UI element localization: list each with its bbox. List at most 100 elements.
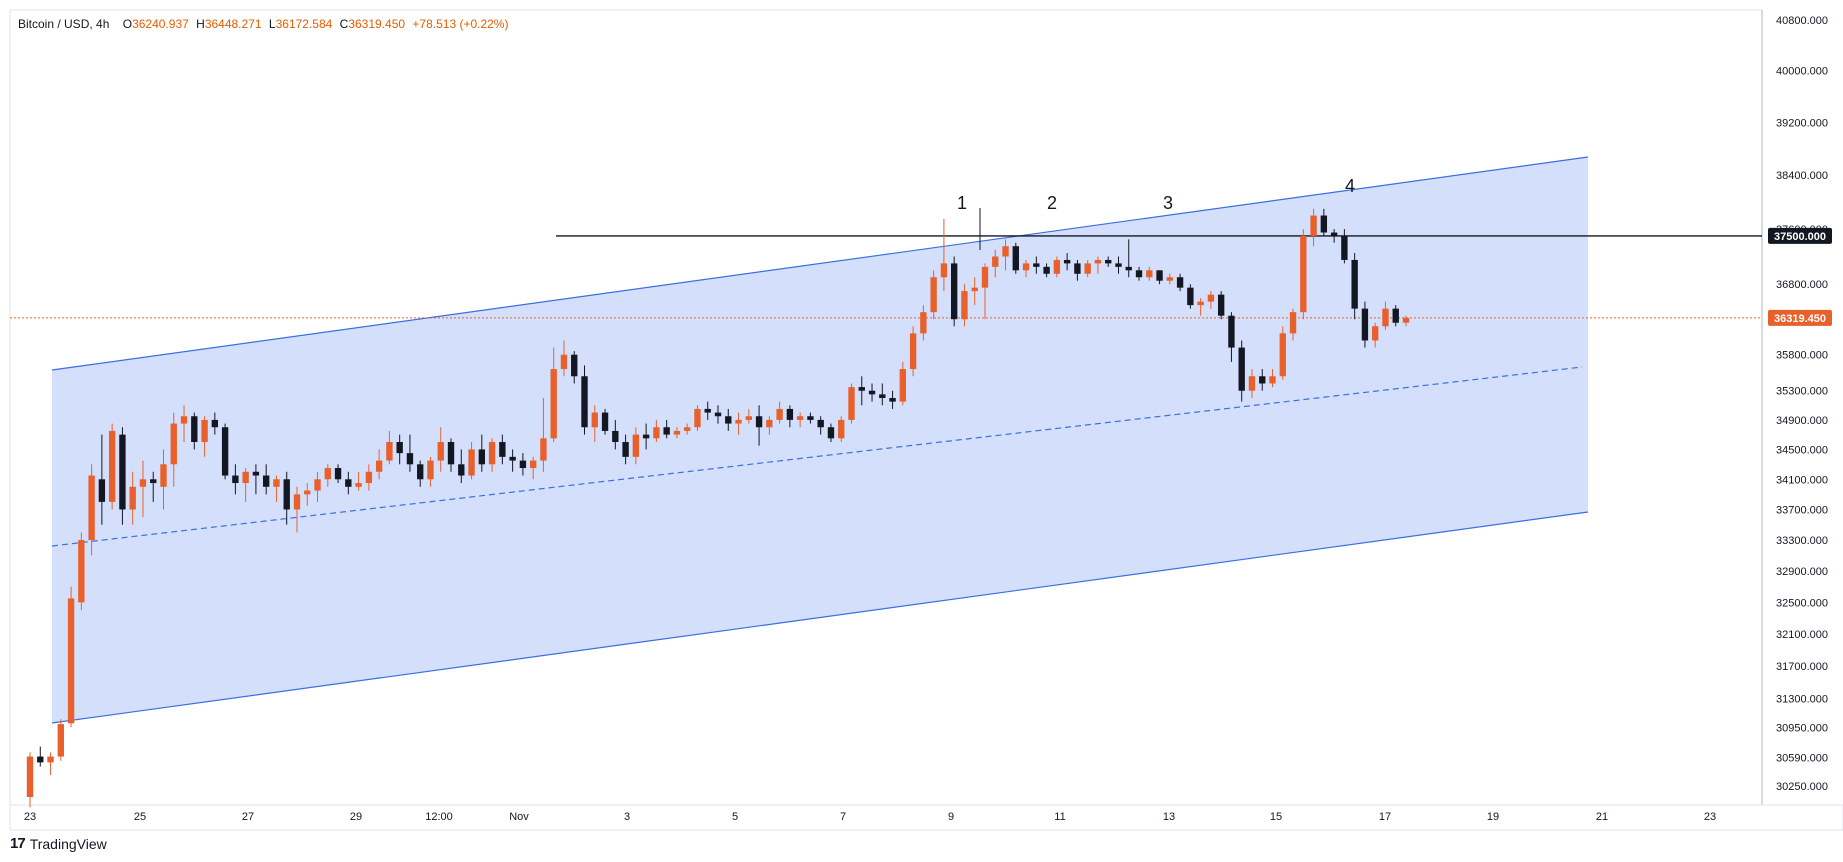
price-tick-label: 33700.000 — [1776, 504, 1828, 516]
wave-label-2: 2 — [1047, 193, 1057, 213]
candle — [427, 456, 434, 487]
price-tick-label: 31700.000 — [1776, 661, 1828, 673]
candle-body — [57, 724, 64, 757]
candle — [642, 423, 650, 450]
candle-body — [1310, 215, 1317, 236]
candlestick-series — [26, 208, 1410, 808]
current-price-tag — [1768, 309, 1832, 326]
candle-body — [807, 416, 814, 420]
price-tick-label: 32500.000 — [1776, 597, 1828, 609]
horizontal-lines[interactable] — [10, 235, 1762, 319]
candle-body — [684, 427, 691, 431]
candle — [704, 401, 711, 420]
time-tick-label: 27 — [242, 811, 254, 823]
candle — [848, 383, 855, 424]
candle — [622, 434, 629, 465]
candle — [909, 326, 917, 377]
symbol-title[interactable]: Bitcoin / USD, 4h — [18, 17, 110, 31]
symbol-legend: Bitcoin / USD, 4h O36240.937 H36448.271 … — [18, 17, 512, 31]
candle — [560, 340, 568, 377]
ascending-channel[interactable] — [51, 156, 1589, 724]
candle — [1207, 291, 1215, 309]
time-axis[interactable]: 23 25 27 29 12:00 Nov 3 5 7 9 11 13 15 17 19 21 23 — [24, 811, 1716, 823]
candle — [940, 218, 948, 292]
candle-body — [519, 460, 527, 469]
candle-body — [827, 427, 835, 439]
candle — [1372, 322, 1379, 348]
candle — [119, 427, 126, 525]
candle-body — [1063, 259, 1071, 264]
candle-body — [1320, 215, 1328, 233]
candle-body — [632, 434, 640, 457]
candle — [591, 405, 598, 443]
candle-body — [1402, 317, 1410, 323]
candle-body — [848, 387, 855, 420]
candle-body — [88, 475, 95, 541]
price-tick-label: 33300.000 — [1776, 535, 1828, 547]
candle — [37, 746, 44, 767]
candle-body — [242, 471, 249, 484]
candle-body — [735, 419, 742, 424]
candle-body — [468, 449, 475, 476]
candle-body — [1115, 263, 1122, 267]
candle — [293, 486, 301, 533]
time-tick-label: Nov — [509, 811, 529, 823]
open-label: O — [122, 17, 133, 31]
candle-body — [601, 412, 609, 431]
price-tick-label: 35300.000 — [1776, 386, 1828, 398]
candle — [478, 434, 486, 472]
candle — [447, 438, 455, 472]
candle-body — [622, 442, 629, 457]
candle-body — [150, 479, 157, 484]
time-axis-strip — [9, 804, 1843, 831]
price-axis[interactable]: 40800.00040000.00039200.00038400.0003760… — [1768, 15, 1832, 793]
candle-body — [591, 412, 598, 428]
candle — [838, 416, 845, 443]
candle-body — [940, 263, 948, 278]
candle — [519, 453, 527, 476]
candle-body — [211, 419, 219, 428]
price-tick-label: 39200.000 — [1776, 117, 1828, 129]
candle — [632, 427, 640, 465]
candle — [601, 408, 609, 435]
time-tick-label: 12:00 — [425, 811, 453, 823]
candle — [889, 390, 896, 409]
candle-body — [981, 266, 989, 288]
candle — [252, 464, 260, 495]
candle-body — [745, 416, 752, 420]
candle — [262, 464, 270, 495]
open-value: 36240.937 — [132, 17, 189, 31]
candle — [1084, 259, 1091, 278]
wave-labels: 1 2 3 4 — [957, 176, 1355, 250]
candle — [612, 419, 619, 450]
candle-body — [180, 416, 188, 424]
candle — [529, 456, 537, 480]
candle — [950, 256, 958, 327]
candle-body — [232, 475, 239, 484]
candle-body — [1217, 294, 1225, 316]
candle — [314, 471, 321, 502]
candle-body — [191, 416, 198, 443]
candle-body — [1187, 287, 1194, 306]
candle-body — [108, 430, 116, 502]
candle-body — [37, 756, 44, 763]
candle — [1156, 270, 1163, 285]
candle — [78, 532, 85, 611]
candle-body — [201, 419, 208, 443]
candle-body — [1289, 312, 1297, 334]
candle — [211, 412, 219, 435]
candle — [1279, 326, 1286, 380]
candle-body — [129, 486, 136, 510]
candle-body — [345, 479, 352, 487]
time-tick-label: 11 — [1054, 811, 1065, 823]
candle-body — [663, 427, 670, 435]
time-tick-label: 9 — [948, 811, 954, 823]
candle-body — [1084, 263, 1091, 274]
tradingview-brand[interactable]: 17 TradingView — [10, 835, 107, 852]
candle-body — [786, 408, 794, 420]
candle — [221, 423, 229, 480]
candle-body — [612, 430, 619, 443]
candle — [776, 401, 783, 424]
candle — [242, 468, 249, 502]
